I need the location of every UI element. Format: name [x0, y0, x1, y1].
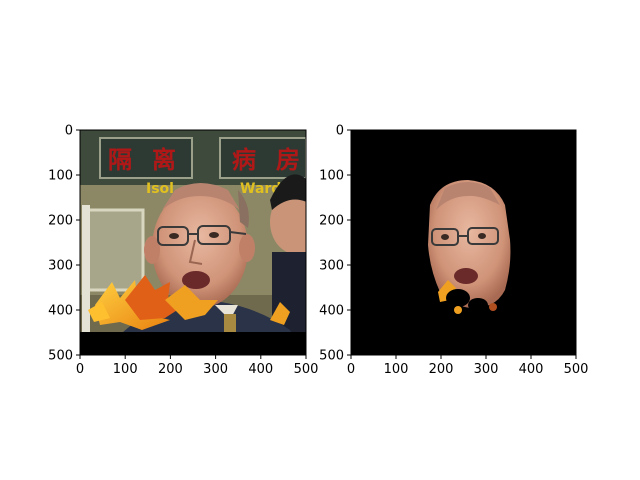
left-x-tick-label: 400	[248, 362, 273, 377]
left-y-tick-label: 400	[48, 304, 73, 319]
right-x-tick-label: 200	[429, 362, 454, 377]
left-y-tick-label: 0	[65, 124, 73, 139]
right-x-tick-label: 400	[519, 362, 544, 377]
left-y-tick-label: 500	[48, 349, 73, 364]
left-x-tick-label: 100	[113, 362, 138, 377]
left-x-tick-label: 500	[294, 362, 319, 377]
sign-isol: Isol	[146, 181, 174, 197]
right-y-tick-label: 300	[319, 259, 344, 274]
sign-ward: Ward	[240, 181, 281, 197]
left-panel: 隔 离 病 房 Isol Ward	[48, 124, 319, 378]
right-x-axis: 0 100 200 300 400 500	[347, 355, 589, 377]
autumn-leaves	[88, 275, 290, 330]
left-y-tick-label: 300	[48, 259, 73, 274]
right-x-tick-label: 300	[474, 362, 499, 377]
left-x-axis: 0 100 200 300 400 500	[76, 355, 319, 377]
right-axes-frame	[350, 129, 577, 356]
right-y-tick-label: 100	[319, 169, 344, 184]
left-axes-frame	[79, 129, 307, 356]
sign-char-1: 隔	[108, 146, 132, 174]
right-x-tick-label: 0	[347, 362, 355, 377]
left-y-axis: 0 100 200 300 400 500	[48, 124, 80, 364]
right-mask-image	[351, 130, 576, 355]
right-y-axis: 0 100 200 300 400 500	[319, 124, 351, 364]
sign-char-3: 病	[232, 146, 256, 174]
left-photo: 隔 离 病 房 Isol Ward	[80, 130, 306, 355]
left-y-tick-label: 100	[48, 169, 73, 184]
right-y-tick-label: 500	[319, 349, 344, 364]
left-x-tick-label: 200	[158, 362, 183, 377]
right-y-tick-label: 0	[336, 124, 344, 139]
sign-char-2: 离	[152, 146, 176, 174]
left-x-tick-label: 300	[203, 362, 228, 377]
right-x-tick-label: 500	[564, 362, 589, 377]
right-x-tick-label: 100	[384, 362, 409, 377]
right-y-tick-label: 400	[319, 304, 344, 319]
left-y-tick-label: 200	[48, 214, 73, 229]
right-y-tick-label: 200	[319, 214, 344, 229]
left-x-tick-label: 0	[76, 362, 84, 377]
right-panel: 0 100 200 300 400 500 0 100 200 300 400 500	[319, 124, 588, 378]
sign-char-4: 房	[276, 146, 300, 174]
